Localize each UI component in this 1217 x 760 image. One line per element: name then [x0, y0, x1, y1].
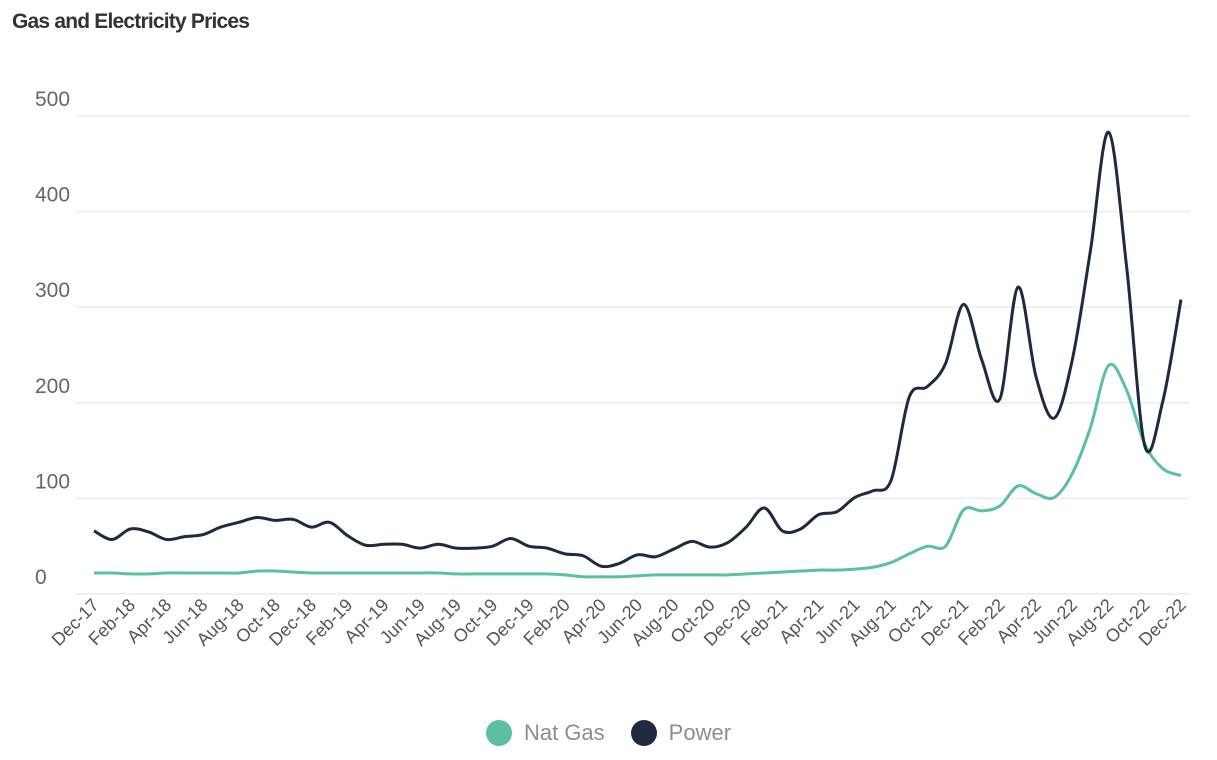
y-tick-label: 500	[35, 88, 70, 111]
legend-label-nat-gas: Nat Gas	[523, 720, 605, 745]
line-chart: 0 100 200 300 400 500 Dec-17Feb-18Apr-18Jun-1…	[35, 88, 1190, 650]
series-line-power	[93, 130, 1183, 569]
y-tick-label: 100	[35, 470, 70, 493]
legend-item-power[interactable]: Power	[630, 720, 732, 746]
chart-title: Gas and Electricity Prices	[12, 10, 250, 33]
y-axis-labels: 0 100 200 300 400 500	[35, 88, 70, 589]
grid-lines	[76, 115, 1190, 595]
series-line-nat-gas	[93, 362, 1182, 579]
y-tick-label: 300	[35, 279, 70, 302]
nat-gas-swatch-icon	[485, 720, 512, 746]
legend-item-nat-gas[interactable]: Nat Gas	[485, 720, 605, 746]
y-tick-label: 0	[35, 566, 47, 589]
series-lines	[93, 130, 1183, 579]
y-tick-label: 400	[35, 184, 70, 207]
y-tick-label: 200	[35, 375, 70, 398]
power-swatch-icon	[630, 720, 657, 746]
legend-label-power: Power	[668, 720, 732, 745]
legend: Nat Gas Power	[0, 720, 1217, 746]
x-axis-labels: Dec-17Feb-18Apr-18Jun-18Aug-18Oct-18Dec-…	[48, 595, 1190, 650]
